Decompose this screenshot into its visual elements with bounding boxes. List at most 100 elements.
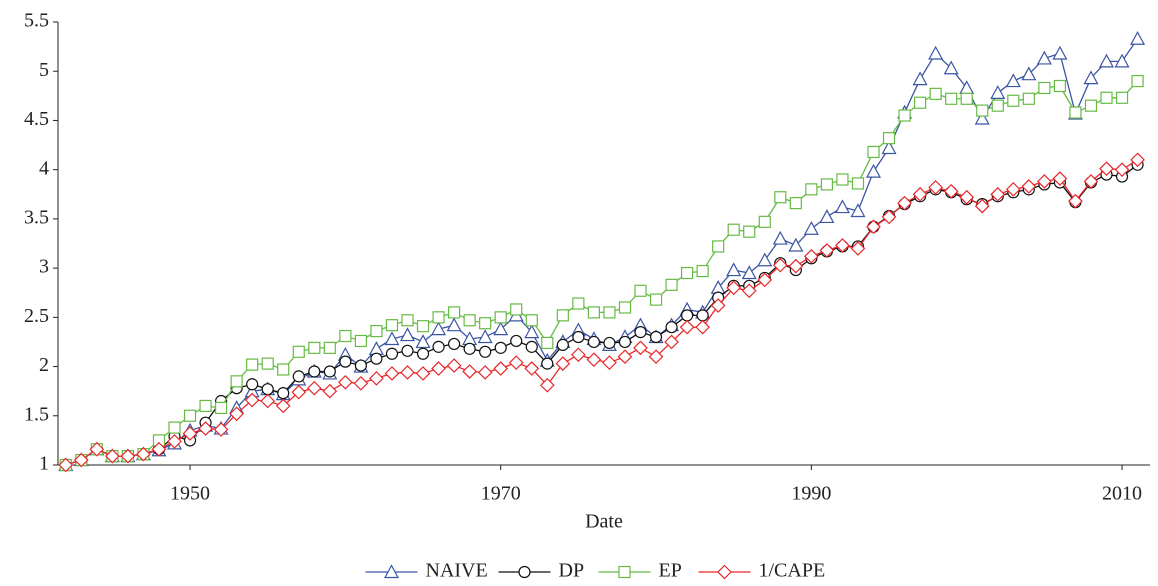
point (820, 178, 834, 191)
point (603, 306, 616, 319)
legend-label: DP (559, 560, 585, 582)
point (556, 309, 569, 322)
x-axis-label: Date (585, 511, 623, 533)
point (463, 342, 476, 355)
point (370, 352, 383, 365)
point (415, 334, 431, 349)
point (633, 340, 648, 356)
point (959, 80, 975, 95)
point (446, 358, 462, 373)
point (743, 225, 756, 238)
point (401, 314, 414, 327)
point (168, 421, 181, 434)
point (1038, 81, 1051, 95)
point (634, 284, 647, 297)
series-line (65, 159, 1138, 466)
point (587, 335, 601, 349)
point (431, 321, 447, 336)
point (1021, 66, 1037, 81)
point (555, 356, 571, 371)
point (493, 361, 509, 376)
point (741, 283, 757, 299)
point (882, 132, 896, 145)
point (1098, 53, 1115, 68)
point (1069, 106, 1082, 119)
point (1052, 171, 1068, 186)
point (679, 319, 695, 335)
point (571, 347, 586, 363)
point (572, 330, 585, 344)
point (712, 240, 725, 253)
point (665, 278, 678, 291)
point (1022, 92, 1035, 105)
point (477, 365, 493, 380)
point (462, 364, 477, 379)
y-tick-label: 1 (39, 453, 49, 475)
point (634, 326, 647, 339)
point (757, 252, 773, 267)
legend-marker (518, 565, 531, 579)
point (726, 262, 742, 277)
point (510, 334, 523, 348)
point (866, 219, 881, 235)
point (587, 306, 601, 319)
point (976, 104, 989, 117)
point (260, 393, 276, 409)
point (556, 338, 569, 351)
point (681, 309, 694, 322)
point (246, 378, 259, 391)
point (603, 336, 616, 350)
point (151, 441, 167, 457)
point (510, 303, 523, 316)
point (479, 317, 492, 330)
point (928, 45, 944, 60)
point (354, 359, 368, 372)
point (448, 306, 461, 319)
point (432, 311, 445, 324)
point (665, 321, 678, 334)
point (524, 361, 540, 376)
point (58, 457, 74, 473)
point (1052, 45, 1068, 60)
point (385, 319, 399, 332)
point (850, 241, 866, 256)
point (541, 357, 554, 370)
point (136, 446, 151, 462)
point (804, 248, 819, 264)
x-tick-label: 2010 (1102, 483, 1142, 505)
point (1021, 179, 1037, 194)
point (246, 358, 259, 371)
point (322, 383, 338, 399)
y-tick-label: 2.5 (24, 305, 49, 327)
point (850, 203, 866, 218)
point (836, 173, 849, 186)
point (710, 298, 726, 313)
point (308, 341, 321, 354)
point (649, 330, 663, 344)
point (990, 186, 1006, 202)
point (945, 92, 958, 105)
point (198, 421, 213, 436)
point (229, 406, 244, 422)
point (912, 71, 928, 86)
point (89, 441, 105, 457)
point (401, 344, 414, 357)
point (182, 426, 198, 441)
point (167, 434, 182, 449)
point (758, 215, 771, 228)
point (990, 85, 1006, 99)
point (1037, 174, 1052, 189)
point (805, 183, 818, 196)
point (416, 347, 430, 360)
y-tick-label: 2 (39, 354, 49, 376)
point (431, 361, 446, 376)
point (524, 324, 540, 339)
point (384, 366, 400, 381)
point (370, 325, 383, 338)
legend-label: NAIVE (426, 560, 488, 582)
point (991, 99, 1004, 112)
point (292, 345, 305, 358)
point (199, 399, 212, 413)
point (277, 387, 290, 400)
point (432, 340, 445, 353)
